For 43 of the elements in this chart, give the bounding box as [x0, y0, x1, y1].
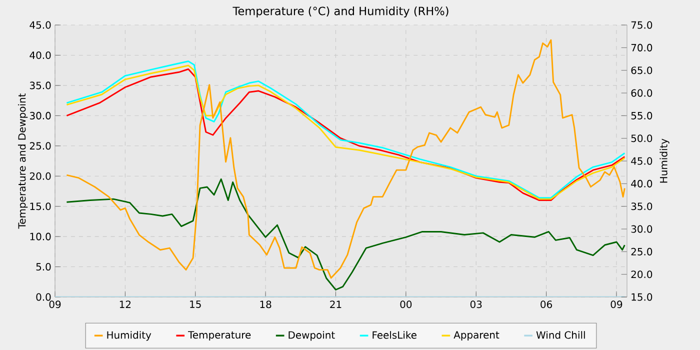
y2-tick-label: 50.0 — [631, 134, 652, 142]
y2-tick-label: 70.0 — [631, 44, 652, 52]
line-series — [66, 39, 626, 279]
y-tick-label: 35.0 — [30, 82, 51, 90]
x-tick-label: 15 — [190, 300, 201, 308]
y2-tick-label: 25.0 — [631, 248, 652, 256]
y2-tick-label: 30.0 — [631, 225, 652, 233]
y-tick-label: 15.0 — [30, 202, 51, 210]
y-tick-label: 10.0 — [30, 232, 51, 240]
legend-label: Temperature — [188, 331, 251, 341]
y-tick-label: 25.0 — [30, 142, 51, 150]
y2-tick-label: 40.0 — [631, 180, 652, 188]
x-tick-label: 09 — [49, 300, 61, 308]
y-axis-title: Temperature and Dewpoint — [18, 93, 28, 229]
x-tick-label: 12 — [120, 300, 131, 308]
y2-tick-label: 45.0 — [631, 157, 652, 165]
y2-tick-label: 55.0 — [631, 112, 652, 120]
x-tick-label: 21 — [330, 300, 342, 308]
x-tick-label: 06 — [540, 300, 552, 308]
x-tick-label: 03 — [470, 300, 482, 308]
legend-label: Wind Chill — [536, 331, 585, 339]
x-tick-label: 18 — [260, 300, 272, 308]
chart-title: Temperature (°C) and Humidity (RH%) — [232, 6, 448, 18]
legend-label: Dewpoint — [288, 331, 335, 341]
y-tick-label: 40.0 — [30, 51, 51, 59]
y2-axis-title: Humidity — [660, 138, 670, 183]
legend-label: Humidity — [107, 331, 152, 341]
x-tick-label: 00 — [400, 300, 412, 308]
y-tick-label: 5.0 — [36, 263, 51, 271]
y2-tick-label: 75.0 — [631, 21, 652, 29]
y2-tick-label: 65.0 — [631, 66, 652, 74]
y-tick-label: 45.0 — [30, 21, 51, 29]
y-tick-label: 30.0 — [30, 112, 51, 120]
y2-tick-label: 60.0 — [631, 89, 652, 97]
y-tick-label: 20.0 — [30, 172, 51, 180]
legend-label: FeelsLike — [372, 331, 416, 339]
y-tick-label: 0.0 — [36, 293, 51, 301]
y2-tick-label: 20.0 — [631, 270, 652, 278]
x-tick-label: 09 — [610, 300, 622, 308]
y2-tick-label: 15.0 — [632, 293, 652, 301]
line-series — [66, 178, 626, 290]
legend-label: Apparent — [454, 331, 500, 341]
y2-tick-label: 35.0 — [631, 202, 652, 210]
